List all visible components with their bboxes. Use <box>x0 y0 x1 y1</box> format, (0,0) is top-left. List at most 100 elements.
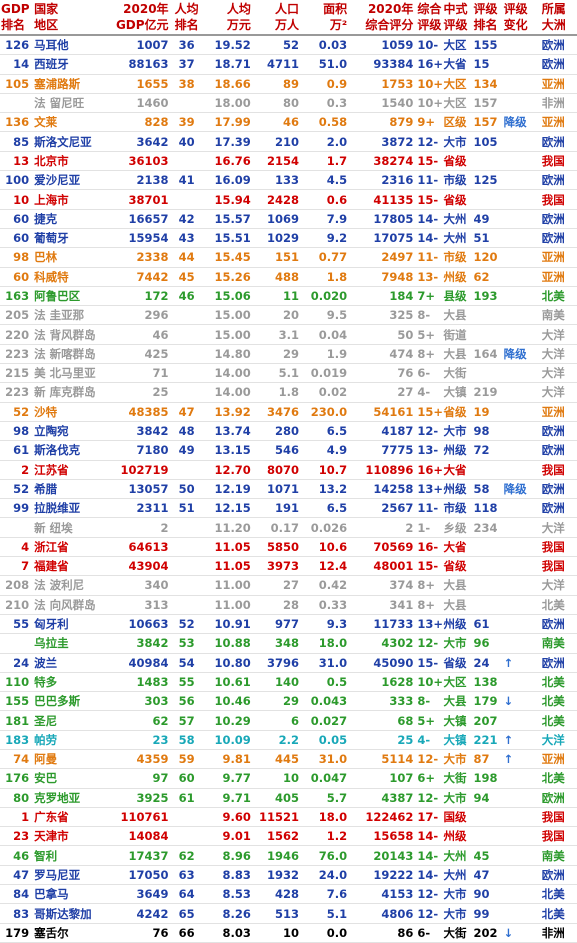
cell-score: 19222 <box>348 865 415 886</box>
cell-per-capita: 10.46 <box>203 691 252 712</box>
cell-rating-change: 降级 <box>502 112 541 133</box>
cell-per-capita-rank: 61 <box>169 788 204 808</box>
table-row: 74 阿曼 4359 59 9.81 445 31.0 5114 12- 大市 87 ↑ 亚洲 <box>0 749 577 770</box>
cell-rating-change <box>502 845 541 866</box>
cell-gdp: 2311 <box>111 498 170 519</box>
cell-rating: 12- <box>414 884 443 905</box>
cell-rating-change <box>502 209 541 229</box>
table-body: 126 马耳他 1007 36 19.52 52 0.03 1059 10- 大区 155 欧洲 14 西… <box>0 35 577 943</box>
cell-population: 1946 <box>251 845 300 866</box>
cell-per-capita: 8.03 <box>203 923 252 943</box>
table-row: 61 斯洛伐克 7180 49 13.15 546 4.9 7775 13- 州级 72 欧洲 <box>0 440 577 461</box>
cell-gdp-rank: 83 <box>0 903 31 924</box>
cell-rating-rank <box>472 363 503 384</box>
cell-continent: 亚洲 <box>540 267 577 287</box>
header-population: 人口 万人 <box>251 0 300 36</box>
cell-rating-rank: 219 <box>472 382 503 403</box>
cell-area: 9.5 <box>299 305 349 326</box>
cell-per-capita-rank: 63 <box>169 865 204 886</box>
cell-cn-rating: 大市 <box>442 903 473 924</box>
table-header: GDP 排名 国家 地区 2020年 GDP亿元 人均 排名 人均 万元 人口 万人 面积 万² 2020年… <box>0 0 577 36</box>
cell-rating-rank <box>472 151 503 172</box>
cell-rating-change <box>502 575 541 596</box>
cell-rating-change <box>502 633 541 654</box>
cell-area: 0.04 <box>299 324 349 345</box>
cell-rating-change <box>502 228 541 249</box>
cell-rating-rank: 90 <box>472 884 503 905</box>
cell-per-capita: 19.52 <box>203 35 252 56</box>
cell-population: 210 <box>251 131 300 152</box>
cell-rating: 7+ <box>414 286 443 307</box>
cell-region: 乌拉圭 <box>30 633 112 654</box>
cell-rating: 16+ <box>414 54 443 75</box>
cell-continent: 大洋 <box>540 575 577 596</box>
cell-region: 上海市 <box>30 189 112 210</box>
header-region: 国家 地区 <box>30 0 112 36</box>
cell-area: 31.0 <box>299 749 349 770</box>
cell-cn-rating: 市级 <box>442 247 473 268</box>
cell-rating-rank: 193 <box>472 286 503 307</box>
cell-area: 5.1 <box>299 903 349 924</box>
cell-population: 2.2 <box>251 730 300 750</box>
cell-score: 1753 <box>348 74 415 94</box>
cell-rating-rank: 62 <box>472 267 503 287</box>
cell-continent: 欧洲 <box>540 421 577 442</box>
cell-region: 斯洛文尼亚 <box>30 131 112 152</box>
cell-score: 107 <box>348 768 415 789</box>
cell-population: 140 <box>251 672 300 693</box>
cell-cn-rating: 大省 <box>442 54 473 75</box>
cell-continent: 欧洲 <box>540 440 577 461</box>
header-per-capita-rank: 人均 排名 <box>169 0 204 36</box>
cell-per-capita-rank: 55 <box>169 672 204 693</box>
cell-population: 28 <box>251 595 300 615</box>
cell-population: 3973 <box>251 556 300 577</box>
cell-region: 文莱 <box>30 112 112 133</box>
cell-rating: 8+ <box>414 344 443 365</box>
cell-score: 1059 <box>348 35 415 56</box>
cell-population: 89 <box>251 74 300 94</box>
table-row: 163 阿鲁巴区 172 46 15.06 11 0.020 184 7+ 县级 193 北美 <box>0 286 577 307</box>
cell-gdp-rank: 61 <box>0 440 31 461</box>
cell-continent: 亚洲 <box>540 402 577 422</box>
cell-score: 86 <box>348 923 415 943</box>
cell-per-capita: 12.15 <box>203 498 252 519</box>
cell-gdp-rank: 60 <box>0 267 31 287</box>
cell-area: 13.2 <box>299 479 349 500</box>
cell-cn-rating: 省级 <box>442 556 473 577</box>
cell-gdp-rank: 110 <box>0 672 31 693</box>
cell-rating-change: ↑ <box>502 730 541 750</box>
cell-rating: 8- <box>414 305 443 326</box>
cell-cn-rating: 省级 <box>442 189 473 210</box>
cell-score: 76 <box>348 363 415 384</box>
cell-area: 5.7 <box>299 788 349 808</box>
cell-per-capita: 15.45 <box>203 247 252 268</box>
cell-gdp: 88163 <box>111 54 170 75</box>
header-line: 面积 <box>323 2 348 16</box>
cell-area: 230.0 <box>299 402 349 422</box>
cell-continent: 我国 <box>540 460 577 480</box>
cell-score: 14258 <box>348 479 415 500</box>
cell-score: 17805 <box>348 209 415 229</box>
cell-gdp: 71 <box>111 363 170 384</box>
cell-rating: 14- <box>414 826 443 847</box>
table-row: 99 拉脱维亚 2311 51 12.15 191 6.5 2567 11- 市级 118 欧洲 <box>0 498 577 519</box>
cell-area: 0.9 <box>299 74 349 94</box>
header-line: 变化 <box>503 18 528 32</box>
cell-per-capita: 18.71 <box>203 54 252 75</box>
cell-continent: 大洋 <box>540 517 577 538</box>
cell-continent: 亚洲 <box>540 247 577 268</box>
table-row: 4 浙江省 64613 11.05 5850 10.6 70569 16- 大省 我国 <box>0 537 577 558</box>
cell-rating: 12- <box>414 421 443 442</box>
cell-area: 10.7 <box>299 460 349 480</box>
cell-per-capita-rank: 44 <box>169 247 204 268</box>
cell-continent: 欧洲 <box>540 131 577 152</box>
cell-population: 488 <box>251 267 300 287</box>
cell-rating: 5+ <box>414 324 443 345</box>
cell-cn-rating: 大州 <box>442 228 473 249</box>
cell-gdp-rank: 176 <box>0 768 31 789</box>
cell-rating-change: 降级 <box>502 479 541 500</box>
cell-area: 0.05 <box>299 730 349 750</box>
cell-rating-rank: 49 <box>472 209 503 229</box>
cell-cn-rating: 大市 <box>442 633 473 654</box>
cell-per-capita-rank: 42 <box>169 209 204 229</box>
